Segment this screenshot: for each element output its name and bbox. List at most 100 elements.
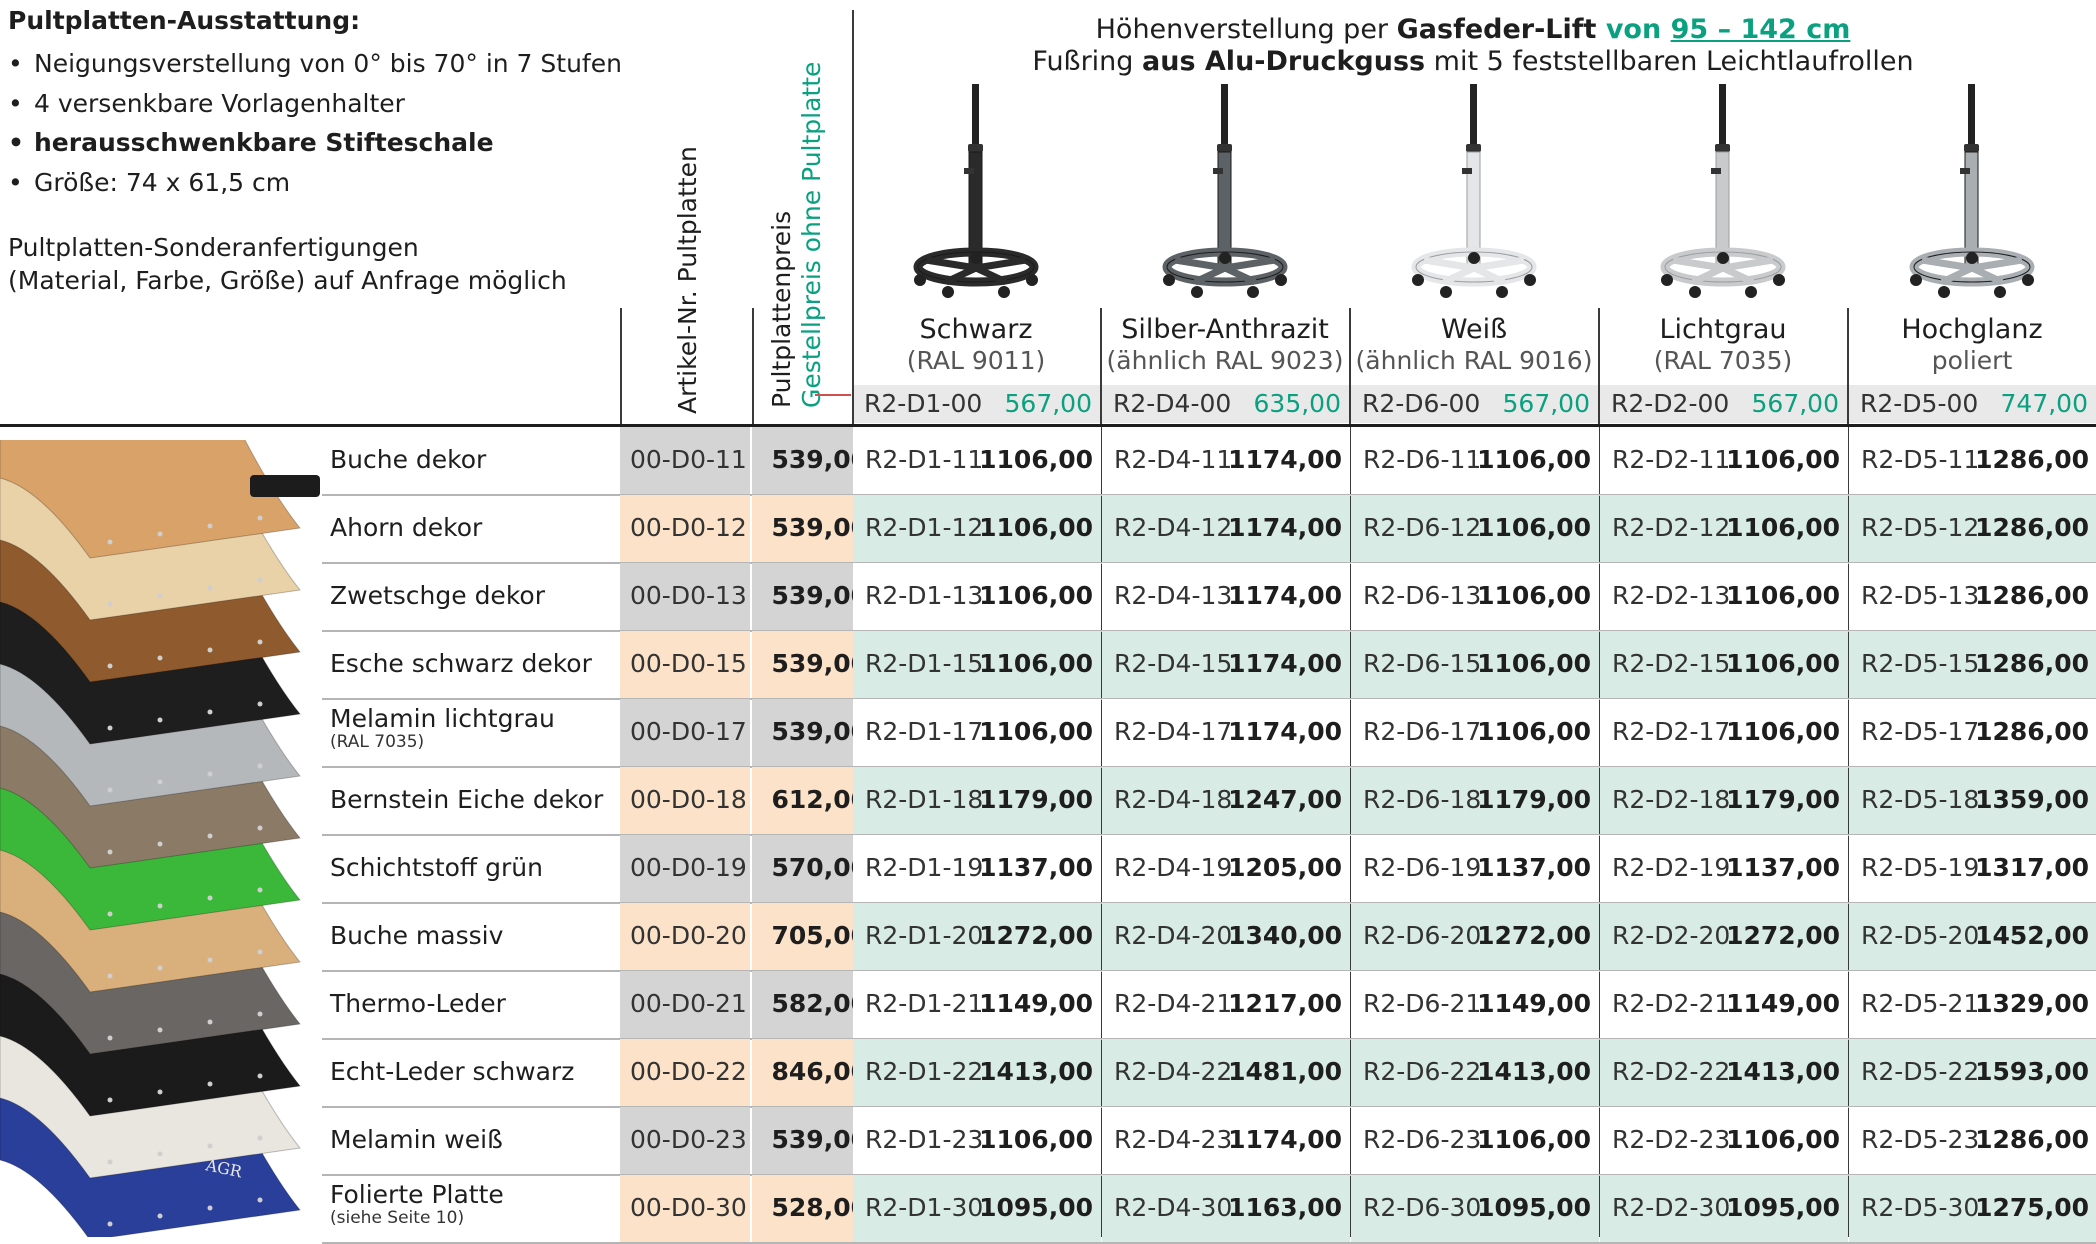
stand-name-main: Schwarz [919, 314, 1033, 345]
combo-price: 1106,00 [1477, 513, 1591, 542]
board-price: 705,00 [771, 921, 868, 950]
stand-image [1660, 84, 1786, 298]
stand-name: Weiß (ähnlich RAL 9016) [1354, 314, 1594, 376]
combo-price: 1179,00 [1477, 785, 1591, 814]
combo-cell: R2-D6-17 1106,00 [1351, 699, 1599, 767]
article-number-cell: 00-D0-30 [620, 1175, 750, 1243]
custom-note: Pultplatten-Sonderanfertigungen (Materia… [8, 232, 567, 297]
combo-article-number: R2-D4-30 [1114, 1193, 1233, 1222]
combo-cell: R2-D4-22 1481,00 [1102, 1039, 1350, 1107]
article-number-cell: 00-D0-23 [620, 1107, 750, 1175]
combo-article-number: R2-D1-17 [865, 717, 984, 746]
combo-price: 1340,00 [1228, 921, 1342, 950]
material-name: Echt-Leder schwarz [330, 1057, 575, 1086]
combo-article-number: R2-D5-11 [1861, 445, 1980, 474]
combo-price: 1174,00 [1228, 513, 1342, 542]
price-header-leader [815, 394, 851, 396]
combo-article-number: R2-D4-13 [1114, 581, 1233, 610]
combo-cell: R2-D1-22 1413,00 [853, 1039, 1101, 1107]
combo-price: 1272,00 [1726, 921, 1840, 950]
combo-article-number: R2-D5-23 [1861, 1125, 1980, 1154]
stand-base-price: 635,00 [1253, 389, 1341, 418]
combo-article-number: R2-D6-12 [1363, 513, 1482, 542]
combo-article-number: R2-D1-23 [865, 1125, 984, 1154]
combo-article-number: R2-D6-13 [1363, 581, 1482, 610]
combo-article-number: R2-D4-23 [1114, 1125, 1233, 1154]
combo-cell: R2-D2-12 1106,00 [1600, 495, 1848, 563]
combo-cell: R2-D6-19 1137,00 [1351, 835, 1599, 903]
combo-cell: R2-D1-19 1137,00 [853, 835, 1101, 903]
combo-cell: R2-D6-11 1106,00 [1351, 427, 1599, 495]
combo-article-number: R2-D4-17 [1114, 717, 1233, 746]
combo-article-number: R2-D2-22 [1612, 1057, 1731, 1086]
combo-price: 1481,00 [1228, 1057, 1342, 1086]
combo-article-number: R2-D5-21 [1861, 989, 1980, 1018]
combo-article-number: R2-D1-11 [865, 445, 984, 474]
combo-price: 1106,00 [1726, 717, 1840, 746]
combo-article-number: R2-D2-23 [1612, 1125, 1731, 1154]
board-price: 539,00 [771, 445, 868, 474]
article-number-cell: 00-D0-13 [620, 563, 750, 631]
stand-name: Lichtgrau (RAL 7035) [1603, 314, 1843, 376]
combo-article-number: R2-D2-15 [1612, 649, 1731, 678]
stand-name-sub: (ähnlich RAL 9016) [1355, 346, 1593, 375]
board-price: 539,00 [771, 581, 868, 610]
combo-article-number: R2-D4-19 [1114, 853, 1233, 882]
combo-price: 1137,00 [1477, 853, 1591, 882]
lift-heading-pre: Höhenverstellung per [1095, 14, 1397, 45]
combo-cell: R2-D5-20 1452,00 [1849, 903, 2096, 971]
combo-price: 1205,00 [1228, 853, 1342, 882]
combo-price: 1452,00 [1975, 921, 2089, 950]
combo-cell: R2-D4-17 1174,00 [1102, 699, 1350, 767]
material-name: Thermo-Leder [330, 989, 506, 1018]
stand-name-main: Hochglanz [1901, 314, 2043, 345]
combo-cell: R2-D5-11 1286,00 [1849, 427, 2096, 495]
combo-price: 1174,00 [1228, 717, 1342, 746]
material-name: Bernstein Eiche dekor [330, 785, 604, 814]
combo-article-number: R2-D1-18 [865, 785, 984, 814]
table-row: Schichtstoff grün 00-D0-19 570,00 R2-D1-19 1… [322, 835, 2096, 903]
desk-boards-illustration: AGR [0, 440, 320, 1237]
article-number: 00-D0-21 [630, 989, 747, 1018]
combo-cell: R2-D5-23 1286,00 [1849, 1107, 2096, 1175]
combo-price: 1106,00 [1726, 1125, 1840, 1154]
combo-article-number: R2-D4-20 [1114, 921, 1233, 950]
combo-price: 1593,00 [1975, 1057, 2089, 1086]
combo-cell: R2-D6-12 1106,00 [1351, 495, 1599, 563]
article-number-header: Artikel-Nr. Pultplatten [673, 146, 702, 414]
price-header-sub: Gestellpreis ohne Pultplatte [797, 61, 826, 408]
combo-price: 1106,00 [1477, 1125, 1591, 1154]
combo-article-number: R2-D6-30 [1363, 1193, 1482, 1222]
combo-price: 1286,00 [1975, 445, 2089, 474]
combo-article-number: R2-D1-22 [865, 1057, 984, 1086]
base-heading: Fußring aus Alu-Druckguss mit 5 feststel… [853, 46, 2093, 77]
article-number: 00-D0-22 [630, 1057, 747, 1086]
combo-cell: R2-D1-23 1106,00 [853, 1107, 1101, 1175]
combo-cell: R2-D2-13 1106,00 [1600, 563, 1848, 631]
article-number-cell: 00-D0-20 [620, 903, 750, 971]
combo-cell: R2-D4-11 1174,00 [1102, 427, 1350, 495]
material-note: (RAL 7035) [330, 732, 425, 752]
header-rule [0, 424, 2096, 427]
stand-name-sub: (RAL 7035) [1653, 346, 1793, 375]
combo-price: 1286,00 [1975, 581, 2089, 610]
combo-price: 1106,00 [1726, 513, 1840, 542]
row-material-name: Ahorn dekor [330, 513, 482, 542]
combo-cell: R2-D1-30 1095,00 [853, 1175, 1101, 1243]
combo-article-number: R2-D5-22 [1861, 1057, 1980, 1086]
combo-price: 1149,00 [1726, 989, 1840, 1018]
combo-price: 1413,00 [979, 1057, 1093, 1086]
combo-article-number: R2-D6-11 [1363, 445, 1482, 474]
stand-name-sub: (RAL 9011) [906, 346, 1046, 375]
combo-article-number: R2-D5-13 [1861, 581, 1980, 610]
material-name: Melamin lichtgrau [330, 704, 555, 733]
base-heading-bold: aus Alu-Druckguss [1142, 46, 1426, 77]
row-material-name: Zwetschge dekor [330, 581, 545, 610]
combo-price: 1413,00 [1477, 1057, 1591, 1086]
base-price-band [852, 385, 2096, 423]
combo-cell: R2-D5-12 1286,00 [1849, 495, 2096, 563]
stand-divider [1598, 308, 1600, 1237]
combo-cell: R2-D2-21 1149,00 [1600, 971, 1848, 1039]
combo-price: 1272,00 [1477, 921, 1591, 950]
features-list: Neigungsverstellung von 0° bis 70° in 7 … [8, 44, 622, 202]
